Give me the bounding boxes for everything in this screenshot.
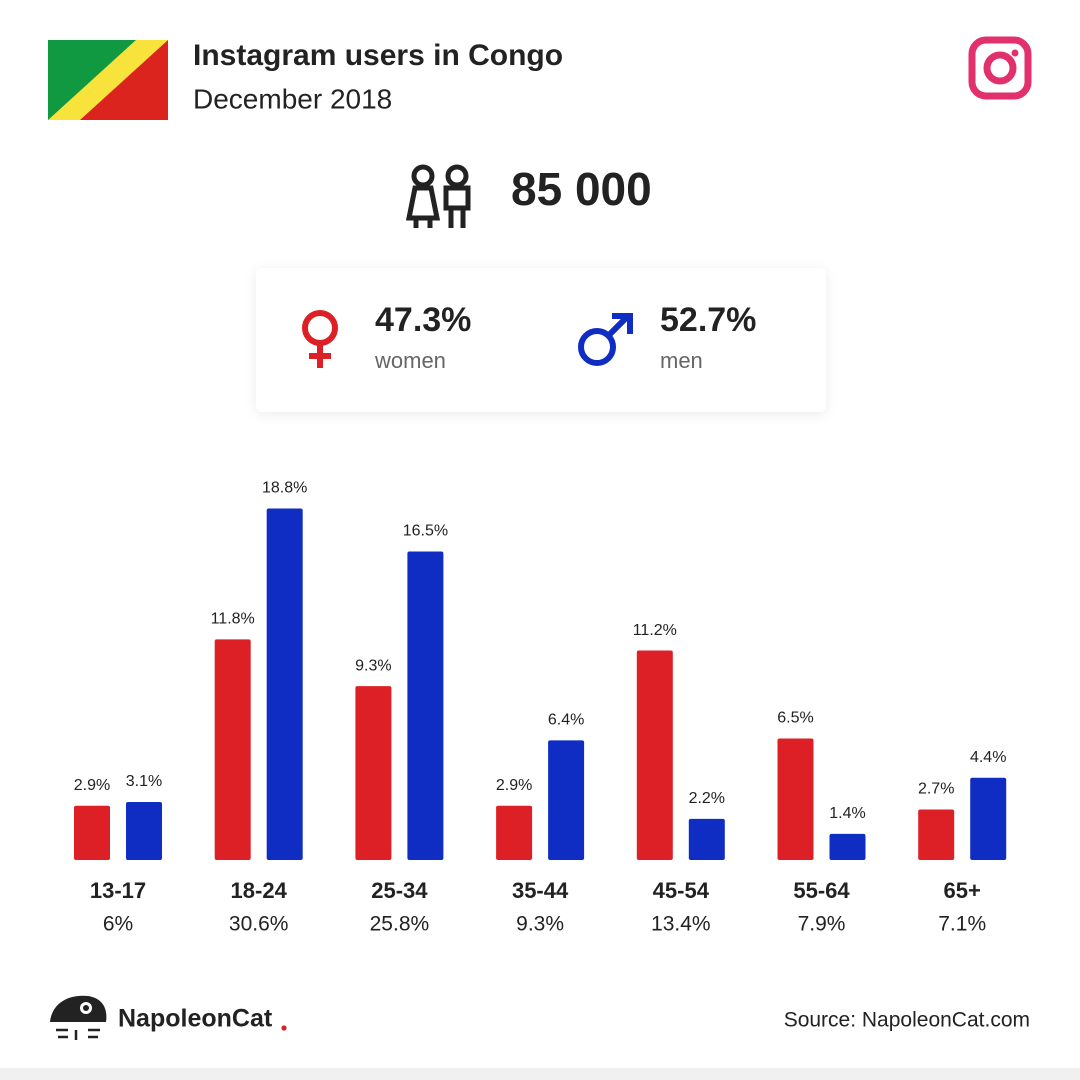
bar <box>688 818 725 860</box>
total-users: 85 000 <box>511 163 652 215</box>
category-total: 13.4% <box>651 913 711 936</box>
value-label: 3.1% <box>126 773 162 790</box>
bar <box>355 686 392 860</box>
person-body <box>443 185 471 228</box>
category-label: 25-34 <box>371 878 428 903</box>
value-label: 2.2% <box>689 790 725 807</box>
person-head <box>445 164 469 188</box>
value-label: 11.2% <box>633 622 677 639</box>
value-label: 6.5% <box>777 710 813 727</box>
instagram-icon <box>968 36 1032 100</box>
bar <box>266 508 303 860</box>
symbol-cross <box>309 343 331 368</box>
category-total: 30.6% <box>229 913 289 936</box>
value-label: 2.7% <box>918 781 954 798</box>
category-label: 13-17 <box>90 878 146 903</box>
category-label: 55-64 <box>793 878 850 903</box>
women-label: women <box>374 348 446 373</box>
logo-whiskers <box>56 1028 100 1040</box>
bottom-strip <box>0 1068 1080 1080</box>
bar <box>548 740 585 860</box>
value-label: 16.5% <box>403 523 448 540</box>
title: Instagram users in Congo <box>193 39 563 72</box>
value-label: 4.4% <box>970 749 1006 766</box>
value-label: 2.9% <box>74 777 110 794</box>
value-label: 2.9% <box>496 777 532 794</box>
bar <box>777 738 814 860</box>
bar <box>636 650 673 860</box>
brand: NapoleonCat <box>118 1005 273 1033</box>
people-icon <box>405 164 471 228</box>
symbol-arrow <box>606 313 633 338</box>
men-share: 52.7% <box>660 301 756 339</box>
value-label: 11.8% <box>211 611 255 628</box>
age-chart: 2.9% 3.1% 13-17 6% 11.8% 18.8% 18-24 30.6% 9.3% 1… <box>74 480 1007 936</box>
bar <box>496 805 533 860</box>
logo-hat <box>50 995 107 1022</box>
logo-pupil <box>83 1005 89 1011</box>
value-label: 18.8% <box>262 480 307 497</box>
subtitle: December 2018 <box>193 83 392 114</box>
instagram-dot <box>1011 49 1019 57</box>
bar <box>918 809 955 860</box>
bar <box>970 777 1007 860</box>
bar <box>829 833 866 860</box>
napoleoncat-logo <box>50 995 107 1040</box>
male-symbol <box>578 313 633 366</box>
bar <box>126 802 162 860</box>
category-total: 9.3% <box>516 913 564 936</box>
flag <box>48 40 168 120</box>
brand-dot <box>281 1025 287 1031</box>
instagram-lens <box>983 51 1017 85</box>
person-body <box>405 185 441 228</box>
category-total: 25.8% <box>370 913 430 936</box>
value-label: 1.4% <box>829 805 865 822</box>
value-label: 6.4% <box>548 712 584 729</box>
men-label: men <box>660 348 703 373</box>
category-label: 65+ <box>944 878 981 903</box>
women-share: 47.3% <box>375 301 471 339</box>
symbol-circle <box>578 328 616 366</box>
flag-red <box>80 40 168 120</box>
category-total: 7.1% <box>938 913 986 936</box>
category-total: 6% <box>103 913 133 936</box>
person-head <box>411 164 435 188</box>
flag-green <box>48 40 136 120</box>
category-total: 7.9% <box>798 913 846 936</box>
bar <box>74 805 110 860</box>
category-label: 45-54 <box>653 878 710 903</box>
category-label: 18-24 <box>231 878 288 903</box>
category-label: 35-44 <box>512 878 569 903</box>
female-symbol <box>302 310 338 368</box>
bar <box>407 551 444 860</box>
value-label: 9.3% <box>355 657 391 674</box>
source: Source: NapoleonCat.com <box>784 1009 1030 1032</box>
gender-card <box>256 268 826 412</box>
bar <box>214 639 251 860</box>
